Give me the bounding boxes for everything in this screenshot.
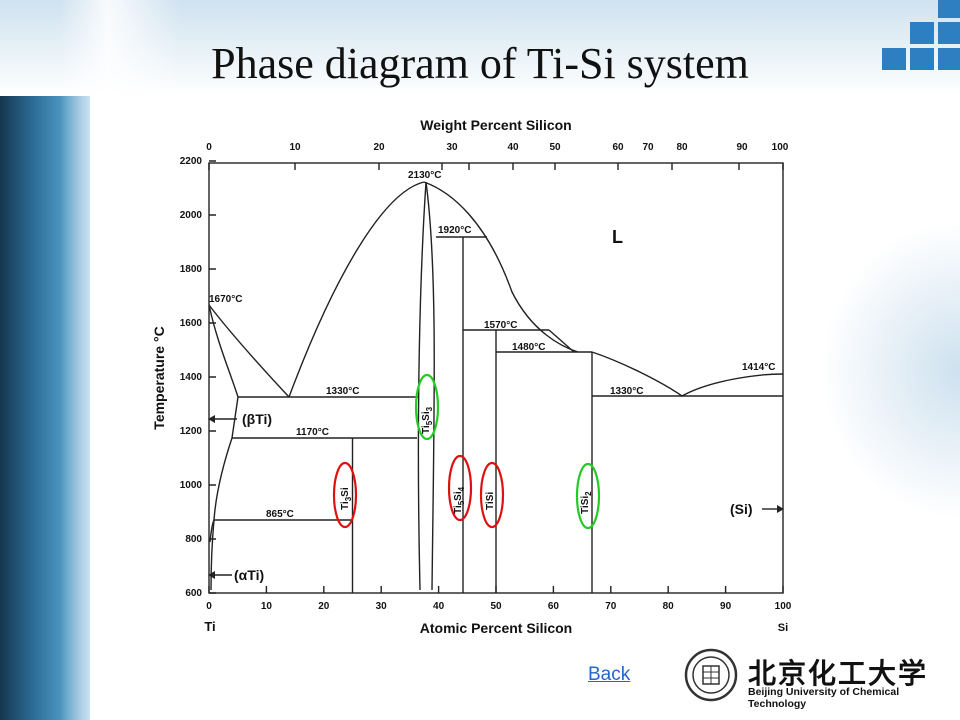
ti5si3-label: Ti5Si3 [421,406,434,434]
phase-si-label: (Si) [730,501,753,517]
alpha-arrowhead [208,571,215,579]
bottom-tick-60: 60 [548,601,560,612]
liquidus-ti [208,304,290,398]
bottom-tick-90: 90 [720,601,732,612]
ti5si3-right [425,181,435,591]
si-arrowhead [777,505,784,513]
temp-1170: 1170°C [296,427,329,438]
ti5si4-label: Ti5Si4 [453,486,466,514]
top-tick-30: 30 [446,142,458,153]
bottom-axis-title: Atomic Percent Silicon [420,620,572,636]
y-tick-1200: 1200 [180,426,203,437]
top-tick-marks [208,163,784,170]
y-tick-1800: 1800 [180,264,203,275]
phase-beta-ti-label: (βTi) [242,411,272,427]
y-tick-1400: 1400 [180,372,203,383]
ti3si-red-marker [332,461,358,529]
temp-1414: 1414°C [742,362,775,373]
top-tick-50: 50 [549,142,561,153]
tisi-red-marker [479,461,505,529]
y-axis-title: Temperature °C [152,326,167,429]
y-tick-2200: 2200 [180,156,203,167]
top-tick-40: 40 [507,142,519,153]
phase-alpha-ti-label: (αTi) [234,567,264,583]
ti5si3-green-marker [414,373,440,441]
alpha-boundary [210,437,233,591]
temp-1330-left: 1330°C [326,386,359,397]
y-tick-2000: 2000 [180,210,203,221]
tisi-label: TiSi [485,492,496,510]
bottom-tick-20: 20 [318,601,330,612]
top-tick-70: 70 [642,142,654,153]
y-tick-1600: 1600 [180,318,203,329]
top-tick-80: 80 [676,142,688,153]
temp-1920: 1920°C [438,225,471,236]
top-tick-60: 60 [612,142,624,153]
top-axis-title: Weight Percent Silicon [420,117,571,133]
temp-1480: 1480°C [512,342,545,353]
ti5si4-red-marker [447,454,473,522]
ti5si3-left [417,181,427,591]
tisi2-label: TiSi2 [580,491,593,514]
phase-liquid-label: L [612,227,623,247]
y-tick-600: 600 [185,588,202,599]
right-end-label: Si [778,622,788,634]
bottom-tick-50: 50 [490,601,502,612]
liquidus-dome-left [288,181,425,398]
tisi-step [548,329,575,353]
left-end-label: Ti [204,619,215,634]
y-tick-800: 800 [185,534,202,545]
top-tick-0: 0 [206,142,212,153]
back-link[interactable]: Back [588,664,631,685]
top-tick-100: 100 [772,142,789,153]
background-swoosh [820,220,960,520]
liquidus-dome-right [423,181,579,353]
tisi2-green-marker [575,462,601,530]
ti3si-label: Ti3Si [340,487,353,510]
beta-solvus [231,396,239,439]
bottom-tick-30: 30 [376,601,388,612]
bottom-tick-100: 100 [775,601,792,612]
bottom-tick-marks [208,586,784,593]
beta-arrowhead [208,415,215,423]
university-name-chinese: 北京化工大学 [748,658,929,689]
bottom-tick-40: 40 [433,601,445,612]
solvus-beta-left [208,304,239,398]
temp-1330-right: 1330°C [610,386,643,397]
y-tick-1000: 1000 [180,480,203,491]
top-tick-90: 90 [736,142,748,153]
temp-865: 865°C [266,509,294,520]
bottom-tick-80: 80 [663,601,675,612]
top-tick-20: 20 [373,142,385,153]
slide-title: Phase diagram of Ti-Si system [211,39,749,88]
temp-2130: 2130°C [408,170,441,181]
temp-1570: 1570°C [484,320,517,331]
temp-1670: 1670°C [209,294,242,305]
bottom-tick-0: 0 [206,601,212,612]
top-tick-10: 10 [289,142,301,153]
alpha-solvus [209,519,215,543]
phase-diagram-svg: Weight Percent Silicon Atomic Percent Si… [151,117,792,636]
bottom-tick-70: 70 [605,601,617,612]
phase-diagram: Weight Percent Silicon Atomic Percent Si… [151,112,804,640]
university-seal-icon [684,648,738,702]
bottom-tick-10: 10 [261,601,273,612]
university-name-english: Beijing University of Chemical Technolog… [748,686,900,710]
